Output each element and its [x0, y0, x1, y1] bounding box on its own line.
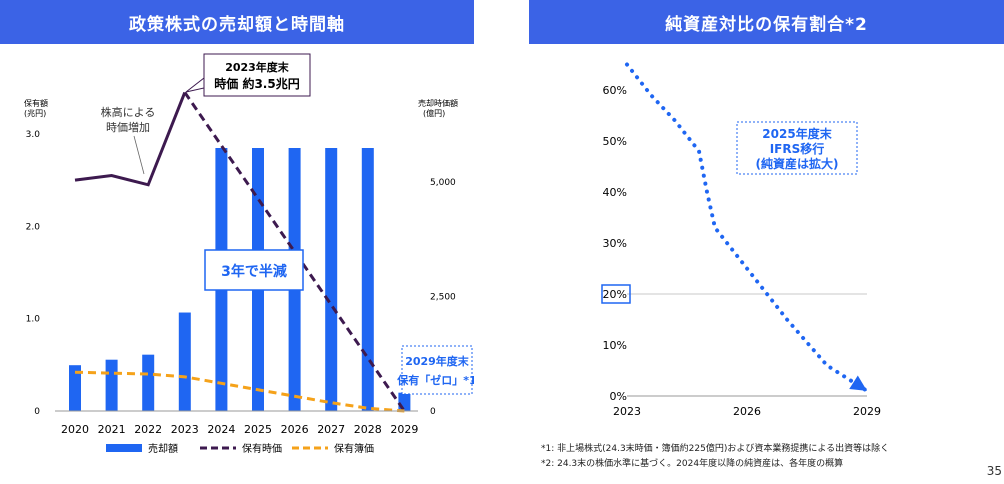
footnote-2: *2: 24.3末の株価水準に基づく。2024年度以降の純資産は、各年度の概算	[541, 459, 844, 469]
sales-bar	[142, 354, 155, 411]
x-tick-label: 2021	[98, 423, 126, 436]
halving-label: 3年で半減	[221, 263, 287, 280]
highlight-20-box	[601, 284, 631, 304]
right-tick-label: 0	[430, 407, 436, 417]
x-tick-label: 2024	[207, 423, 235, 436]
x-tick-label: 2023	[171, 423, 199, 436]
y-tick-label: 20%	[603, 288, 627, 301]
holding-ratio-arrowhead	[849, 375, 867, 391]
page-number: 35	[986, 464, 1002, 478]
sales-bar	[398, 392, 411, 411]
sales-holdings-chart: 0 1.0 2.0 3.0 0 2,500 5,000 2020 2021 2022 2023 202…	[24, 53, 474, 455]
callout-2029-line2: 保有「ゼロ」*1	[396, 373, 474, 387]
chart1-legend: 売却額 保有時価 保有簿価	[106, 442, 374, 455]
legend-label-book: 保有簿価	[334, 442, 374, 455]
y-tick-label: 50%	[603, 135, 627, 148]
x-tick-label: 2026	[281, 423, 309, 436]
sales-bar	[69, 365, 81, 411]
x-tick-label: 2029	[390, 423, 418, 436]
left-tick-label: 3.0	[26, 130, 41, 140]
increase-note-pointer	[133, 135, 145, 175]
sales-bar	[325, 148, 338, 411]
left-axis-title-1: 保有額	[24, 98, 48, 108]
callout-2029-line1: 2029年度末	[405, 354, 470, 368]
holding-ratio-line	[625, 62, 869, 393]
callout-2029: 2029年度末 保有「ゼロ」*1	[396, 345, 474, 395]
callout-2023-line1: 2023年度末	[225, 60, 290, 74]
market-value-line-actual	[74, 91, 187, 187]
callout-2023-line2: 時価 約3.5兆円	[214, 76, 299, 91]
legend-swatch-sales	[106, 444, 142, 452]
callout-2025: 2025年度末 IFRS移行 (純資産は拡大)	[736, 121, 858, 175]
sales-bar	[361, 148, 374, 411]
increase-note-1: 株高による	[101, 105, 156, 119]
x-tick-label: 2027	[317, 423, 345, 436]
footnotes: *1: 非上場株式(24.3末時価・簿価約225億円)および資本業務提携による出…	[541, 442, 889, 472]
sales-bar	[178, 312, 191, 411]
x-tick-label: 2026	[733, 405, 761, 418]
y-tick-label: 0%	[610, 390, 627, 403]
left-tick-label: 0	[34, 407, 40, 417]
callout-2025-line1: 2025年度末	[762, 126, 832, 141]
right-panel-title: 純資産対比の保有割合*2	[529, 0, 1004, 44]
callout-2025-line3: (純資産は拡大)	[756, 156, 839, 171]
right-tick-label: 5,000	[430, 178, 456, 188]
right-tick-label: 2,500	[430, 293, 456, 303]
y-tick-label: 30%	[603, 237, 627, 250]
legend-label-market: 保有時価	[242, 442, 282, 455]
left-axis-title-2: (兆円)	[24, 108, 46, 118]
callout-2023: 2023年度末 時価 約3.5兆円	[185, 53, 311, 97]
halving-box: 3年で半減	[204, 249, 304, 291]
legend-label-sales: 売却額	[148, 442, 178, 455]
right-axis-title-2: (億円)	[423, 108, 445, 118]
x-tick-label: 2025	[244, 423, 272, 436]
x-tick-label: 2029	[853, 405, 881, 418]
left-tick-label: 1.0	[26, 315, 41, 325]
left-tick-label: 2.0	[26, 222, 41, 232]
left-panel-title: 政策株式の売却額と時間軸	[0, 0, 474, 44]
x-tick-label: 2028	[354, 423, 382, 436]
x-tick-label: 2023	[613, 405, 641, 418]
book-value-line	[74, 370, 405, 413]
x-tick-label: 2022	[134, 423, 162, 436]
increase-note-2: 時価増加	[106, 121, 150, 134]
holding-ratio-chart: 0% 10% 20% 30% 40% 50% 60% 2023 2026 2029 2025年度末…	[601, 62, 881, 418]
y-tick-label: 10%	[603, 339, 627, 352]
right-axis-title-1: 売却時価額	[418, 98, 458, 108]
callout-2025-line2: IFRS移行	[770, 141, 825, 156]
y-tick-label: 60%	[603, 84, 627, 97]
sales-bar	[105, 359, 118, 411]
x-tick-label: 2020	[61, 423, 89, 436]
footnote-1: *1: 非上場株式(24.3末時価・簿価約225億円)および資本業務提携による出…	[541, 444, 890, 454]
y-tick-label: 40%	[603, 186, 627, 199]
